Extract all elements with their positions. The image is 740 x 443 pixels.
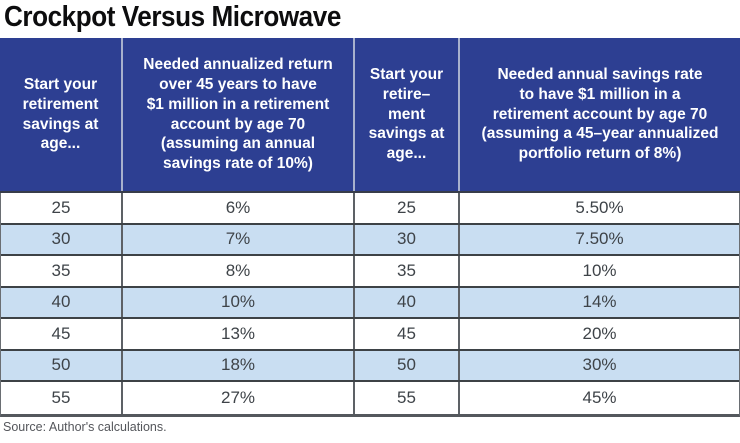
table-cell: 20% <box>582 323 617 343</box>
table-row: 40 10% 40 14% <box>1 287 739 319</box>
table-cell: 30% <box>582 355 617 375</box>
table-cell: 35 <box>1 256 123 286</box>
table-cell: 35 <box>355 256 460 286</box>
table-cell: 40 <box>355 287 460 317</box>
column-header-needed-savings-rate: Needed annual savings rate to have $1 mi… <box>481 65 719 163</box>
table-cell: 30 <box>355 224 460 254</box>
table-cell: 30 <box>1 224 123 254</box>
table-cell: 7.50% <box>575 229 624 249</box>
table-cell: 45% <box>582 387 617 407</box>
table-cell: 8% <box>123 256 355 286</box>
table-cell: 7% <box>123 224 355 254</box>
table-cell: 45 <box>355 319 460 349</box>
column-header-start-age-1: Start your retirement savings at age... <box>0 38 123 191</box>
table-body: 25 6% 25 5.50% 30 7% 30 7.50% 35 8% 35 1… <box>0 193 740 417</box>
table-cell: 50 <box>355 350 460 380</box>
table-row: 35 8% 35 10% <box>1 256 739 288</box>
page-title: Crockpot Versus Microwave <box>4 1 341 33</box>
table-cell: 10% <box>123 287 355 317</box>
retirement-table: Start your retirement savings at age... … <box>0 38 740 417</box>
table-cell: 55 <box>355 382 460 414</box>
table-row: 25 6% 25 5.50% <box>1 193 739 225</box>
table-cell: 25 <box>1 193 123 223</box>
table-cell: 45 <box>1 319 123 349</box>
column-header-start-age-2: Start your retire– ment savings at age..… <box>355 38 460 191</box>
table-cell: 55 <box>1 382 123 414</box>
table-row: 50 18% 50 30% <box>1 350 739 382</box>
table-cell: 25 <box>355 193 460 223</box>
table-cell: 5.50% <box>575 197 624 217</box>
table-cell: 10% <box>582 260 617 280</box>
table-row: 30 7% 30 7.50% <box>1 224 739 256</box>
table-cell: 14% <box>582 292 617 312</box>
column-header-needed-return: Needed annualized return over 45 years t… <box>123 38 355 191</box>
table-cell: 40 <box>1 287 123 317</box>
table-cell: 18% <box>123 350 355 380</box>
table-row: 45 13% 45 20% <box>1 319 739 351</box>
table-cell: 6% <box>123 193 355 223</box>
table-cell: 27% <box>123 382 355 414</box>
table-header-row: Start your retirement savings at age... … <box>0 38 740 193</box>
table-cell: 50 <box>1 350 123 380</box>
table-cell: 13% <box>123 319 355 349</box>
source-note: Source: Author's calculations. <box>3 420 167 434</box>
table-row: 55 27% 55 45% <box>1 382 739 414</box>
